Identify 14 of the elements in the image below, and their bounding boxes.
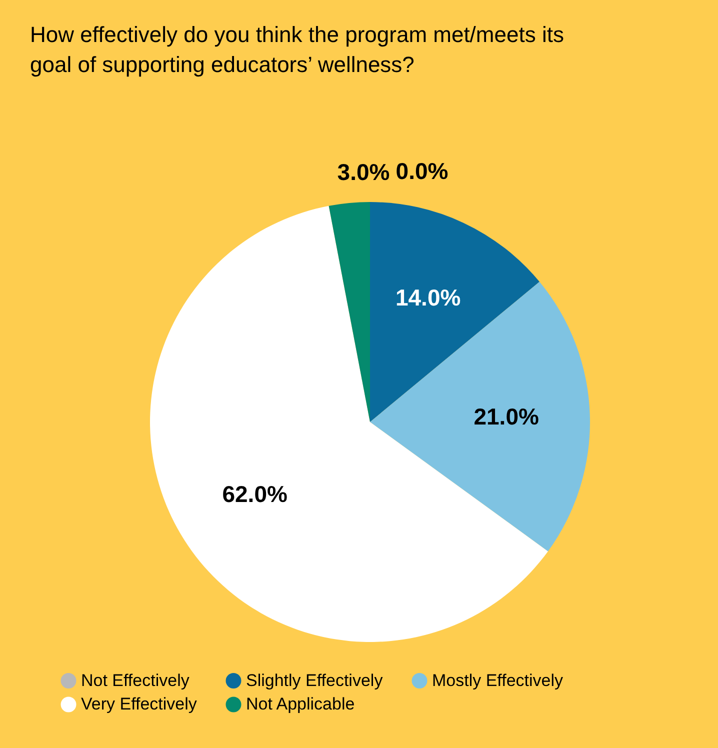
pie-slice <box>370 282 590 552</box>
legend-label: Not Effectively <box>81 670 190 690</box>
pie-slice <box>150 206 548 642</box>
data-label: 3.0% <box>337 159 390 186</box>
legend-label: Very Effectively <box>81 694 198 714</box>
legend-label: Not Applicable <box>246 694 355 714</box>
legend-label: Slightly Effectively <box>246 670 384 690</box>
data-label: 14.0% <box>395 284 461 311</box>
data-label: 21.0% <box>474 404 539 430</box>
data-label: 62.0% <box>222 481 288 508</box>
text: 0.0% <box>396 158 448 184</box>
chart-title: How effectively do you think the program met/meets its goal of supporting educators’ wellness? <box>30 22 564 77</box>
legend-label: Mostly Effectively <box>432 670 564 690</box>
pie-slice <box>328 202 370 422</box>
